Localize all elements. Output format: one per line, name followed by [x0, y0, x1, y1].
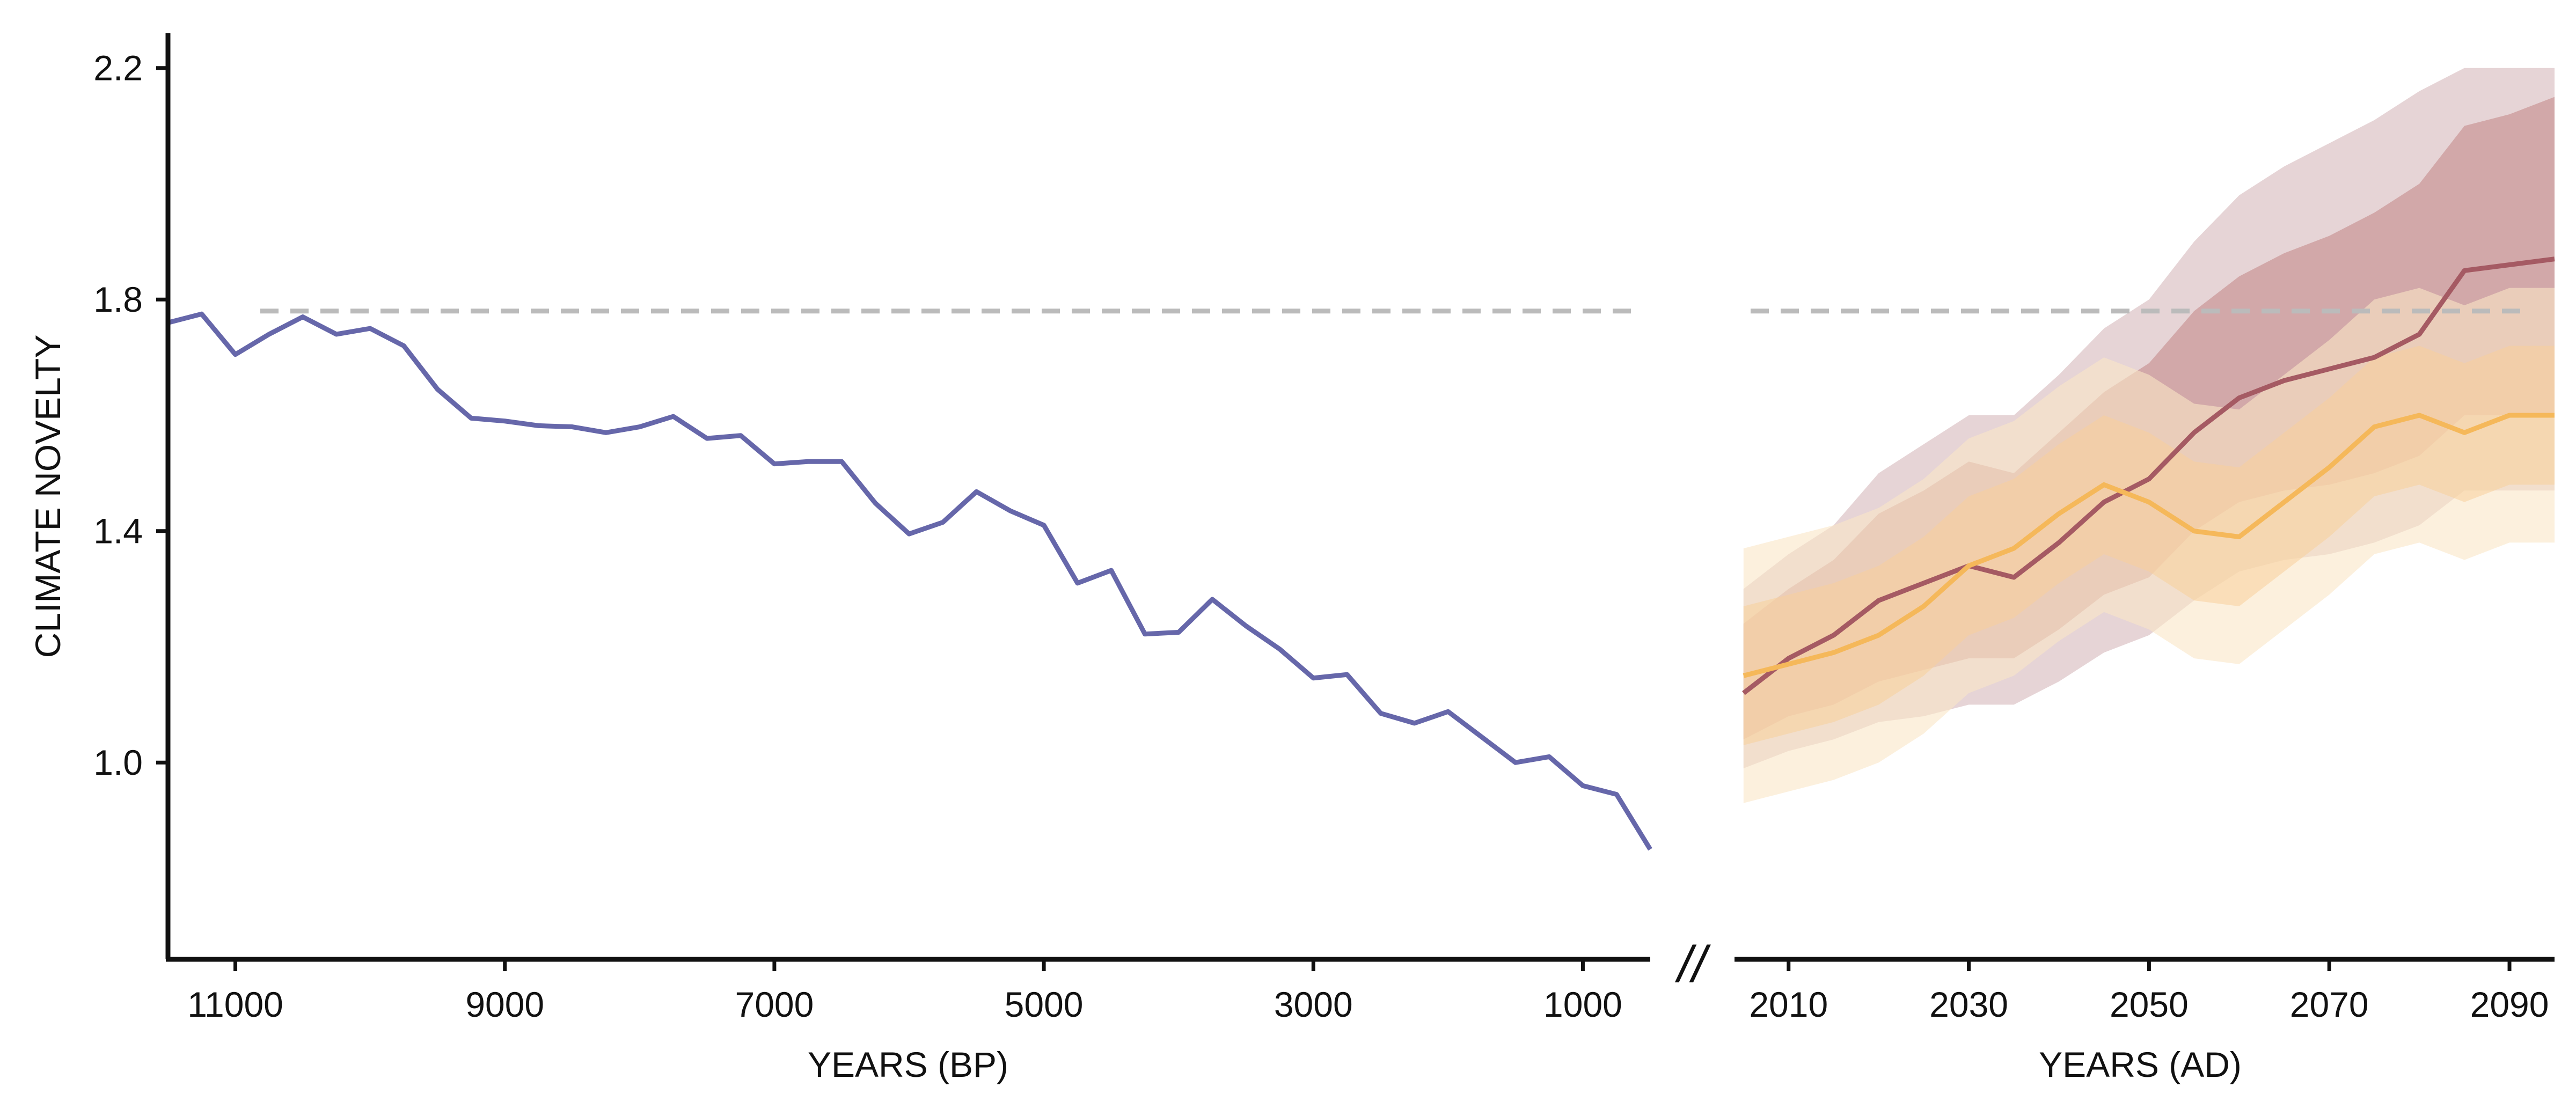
y-tick-label: 2.2 — [93, 48, 143, 88]
y-axis-title: CLIMATE NOVELTY — [28, 335, 68, 658]
x-tick-label: 1000 — [1543, 985, 1622, 1024]
y-ticks: 1.0 1.4 1.8 2.2 — [93, 48, 168, 782]
x-tick-label: 9000 — [465, 985, 544, 1024]
x-ticks-bp: 11000 9000 7000 5000 3000 1000 — [187, 959, 1622, 1024]
x-tick-label: 2010 — [1749, 985, 1828, 1024]
series-line — [167, 311, 1652, 851]
x-tick-label: 2090 — [2470, 985, 2549, 1024]
x-axis-title-ad: YEARS (AD) — [2039, 1045, 2242, 1084]
future-bands-layer — [1743, 68, 2555, 803]
x-axis-title-bp: YEARS (BP) — [808, 1045, 1008, 1084]
x-tick-label: 2030 — [1929, 985, 2008, 1024]
x-tick-label: 7000 — [735, 985, 814, 1024]
series-line — [1743, 413, 2555, 678]
x-tick-label: 2050 — [2110, 985, 2189, 1024]
x-tick-label: 5000 — [1005, 985, 1084, 1024]
axis-break-marker: // — [1674, 936, 1711, 993]
x-tick-label: 2070 — [2290, 985, 2369, 1024]
x-ticks-ad: 2010 2030 2050 2070 2090 — [1749, 959, 2549, 1024]
series-line — [1742, 256, 2555, 695]
y-tick-label: 1.0 — [93, 743, 143, 782]
y-tick-label: 1.8 — [93, 280, 143, 319]
x-tick-label: 11000 — [187, 985, 283, 1024]
x-tick-label: 3000 — [1274, 985, 1353, 1024]
y-tick-label: 1.4 — [93, 511, 143, 551]
series-layer — [167, 256, 2555, 851]
